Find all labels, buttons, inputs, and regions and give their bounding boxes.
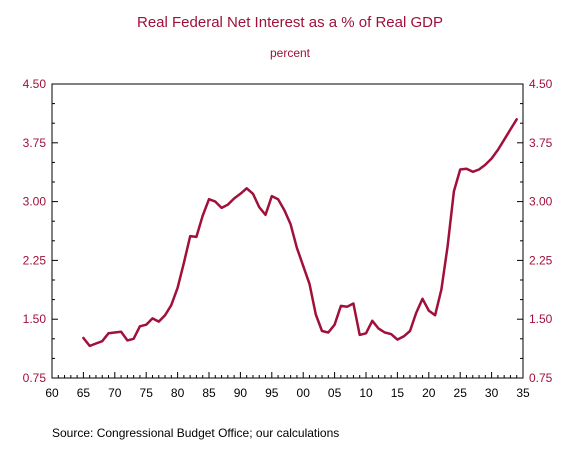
- y-tick-label-left: 0.75: [23, 371, 47, 385]
- x-tick-label: 70: [108, 386, 122, 400]
- y-tick-label-right: 1.50: [529, 312, 553, 326]
- x-tick-label: 05: [328, 386, 342, 400]
- chart-title: Real Federal Net Interest as a % of Real…: [137, 14, 443, 31]
- y-tick-label-left: 3.75: [23, 136, 47, 150]
- x-tick-label: 10: [359, 386, 373, 400]
- y-tick-label-left: 2.25: [23, 253, 47, 267]
- x-tick-label: 80: [171, 386, 185, 400]
- y-tick-label-right: 3.00: [529, 195, 553, 209]
- y-tick-label-right: 0.75: [529, 371, 553, 385]
- y-tick-label-right: 3.75: [529, 136, 553, 150]
- chart-subtitle: percent: [270, 46, 311, 60]
- y-tick-label-right: 4.50: [529, 77, 553, 91]
- y-axis-left: 0.75 1.50 2.25 3.00 3.75 4.50: [23, 77, 47, 385]
- series-line: [82, 118, 518, 348]
- y-tick-label-left: 1.50: [23, 312, 47, 326]
- axis-ticks: [51, 83, 524, 379]
- source-note: Source: Congressional Budget Office; our…: [52, 426, 339, 440]
- y-axis-right: 0.75 1.50 2.25 3.00 3.75 4.50: [529, 77, 553, 385]
- x-tick-label: 25: [454, 386, 468, 400]
- x-tick-label: 35: [516, 386, 530, 400]
- x-tick-label: 90: [234, 386, 248, 400]
- x-tick-label: 30: [485, 386, 499, 400]
- x-tick-label: 65: [77, 386, 91, 400]
- y-tick-label-left: 3.00: [23, 195, 47, 209]
- x-tick-label: 85: [202, 386, 216, 400]
- y-tick-label-right: 2.25: [529, 253, 553, 267]
- x-tick-label: 95: [265, 386, 279, 400]
- x-tick-label: 60: [45, 386, 59, 400]
- y-tick-label-left: 4.50: [23, 77, 47, 91]
- x-tick-label: 75: [140, 386, 154, 400]
- x-axis: 60 65 70 75 80 85 90 95 00 05 10 15 20 25 30 35: [45, 386, 530, 400]
- x-tick-label: 15: [391, 386, 405, 400]
- x-tick-label: 00: [297, 386, 311, 400]
- plot-frame: [51, 83, 524, 379]
- x-tick-label: 20: [422, 386, 436, 400]
